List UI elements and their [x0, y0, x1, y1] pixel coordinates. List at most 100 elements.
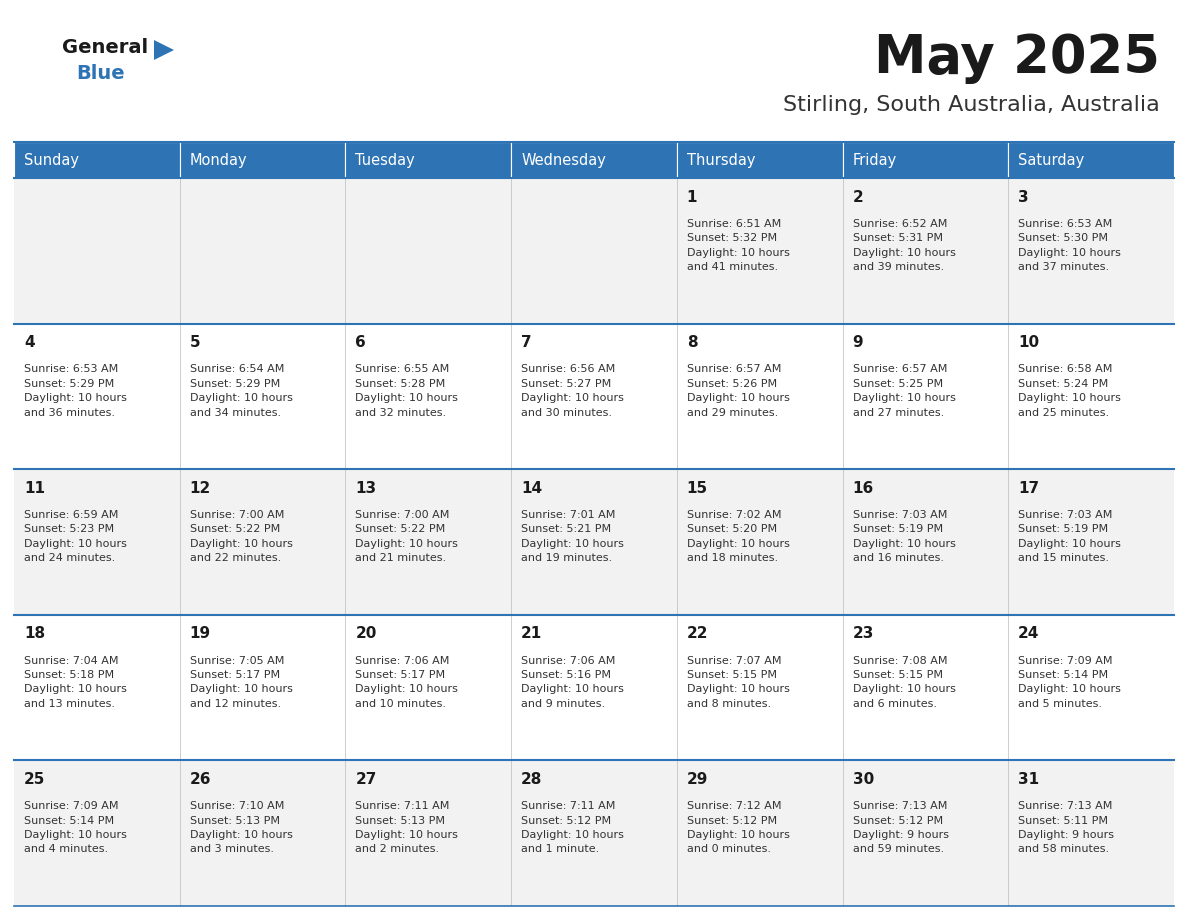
Bar	[14, 142, 179, 178]
Bar	[842, 178, 1009, 324]
Bar	[179, 178, 346, 324]
Bar	[346, 615, 511, 760]
Text: General: General	[62, 38, 148, 57]
Bar	[511, 469, 677, 615]
Text: Sunrise: 7:04 AM
Sunset: 5:18 PM
Daylight: 10 hours
and 13 minutes.: Sunrise: 7:04 AM Sunset: 5:18 PM Dayligh…	[24, 655, 127, 709]
Text: Sunrise: 6:57 AM
Sunset: 5:25 PM
Daylight: 10 hours
and 27 minutes.: Sunrise: 6:57 AM Sunset: 5:25 PM Dayligh…	[853, 364, 955, 418]
Text: Tuesday: Tuesday	[355, 152, 415, 167]
Bar	[677, 760, 842, 906]
Text: 26: 26	[190, 772, 211, 787]
Text: 18: 18	[24, 626, 45, 642]
Text: Sunrise: 6:58 AM
Sunset: 5:24 PM
Daylight: 10 hours
and 25 minutes.: Sunrise: 6:58 AM Sunset: 5:24 PM Dayligh…	[1018, 364, 1121, 418]
Text: Sunrise: 7:03 AM
Sunset: 5:19 PM
Daylight: 10 hours
and 16 minutes.: Sunrise: 7:03 AM Sunset: 5:19 PM Dayligh…	[853, 510, 955, 563]
Bar	[677, 469, 842, 615]
Polygon shape	[154, 40, 173, 60]
Text: 22: 22	[687, 626, 708, 642]
Text: Sunrise: 6:54 AM
Sunset: 5:29 PM
Daylight: 10 hours
and 34 minutes.: Sunrise: 6:54 AM Sunset: 5:29 PM Dayligh…	[190, 364, 292, 418]
Bar	[346, 469, 511, 615]
Bar	[842, 760, 1009, 906]
Bar	[511, 615, 677, 760]
Text: Sunrise: 7:13 AM
Sunset: 5:12 PM
Daylight: 9 hours
and 59 minutes.: Sunrise: 7:13 AM Sunset: 5:12 PM Dayligh…	[853, 801, 948, 855]
Text: Sunrise: 6:53 AM
Sunset: 5:30 PM
Daylight: 10 hours
and 37 minutes.: Sunrise: 6:53 AM Sunset: 5:30 PM Dayligh…	[1018, 218, 1121, 272]
Text: Sunrise: 6:55 AM
Sunset: 5:28 PM
Daylight: 10 hours
and 32 minutes.: Sunrise: 6:55 AM Sunset: 5:28 PM Dayligh…	[355, 364, 459, 418]
Text: 19: 19	[190, 626, 210, 642]
Text: 30: 30	[853, 772, 873, 787]
Text: 2: 2	[853, 190, 864, 205]
Bar	[677, 142, 842, 178]
Text: Sunrise: 7:05 AM
Sunset: 5:17 PM
Daylight: 10 hours
and 12 minutes.: Sunrise: 7:05 AM Sunset: 5:17 PM Dayligh…	[190, 655, 292, 709]
Bar	[842, 142, 1009, 178]
Text: Friday: Friday	[853, 152, 897, 167]
Text: Sunrise: 7:03 AM
Sunset: 5:19 PM
Daylight: 10 hours
and 15 minutes.: Sunrise: 7:03 AM Sunset: 5:19 PM Dayligh…	[1018, 510, 1121, 563]
Bar	[1009, 615, 1174, 760]
Text: 5: 5	[190, 335, 201, 351]
Text: Sunrise: 7:10 AM
Sunset: 5:13 PM
Daylight: 10 hours
and 3 minutes.: Sunrise: 7:10 AM Sunset: 5:13 PM Dayligh…	[190, 801, 292, 855]
Text: 8: 8	[687, 335, 697, 351]
Text: Sunrise: 7:13 AM
Sunset: 5:11 PM
Daylight: 9 hours
and 58 minutes.: Sunrise: 7:13 AM Sunset: 5:11 PM Dayligh…	[1018, 801, 1114, 855]
Text: 16: 16	[853, 481, 873, 496]
Text: 27: 27	[355, 772, 377, 787]
Text: Wednesday: Wednesday	[522, 152, 606, 167]
Bar	[179, 760, 346, 906]
Text: Sunrise: 7:07 AM
Sunset: 5:15 PM
Daylight: 10 hours
and 8 minutes.: Sunrise: 7:07 AM Sunset: 5:15 PM Dayligh…	[687, 655, 790, 709]
Text: Sunday: Sunday	[24, 152, 78, 167]
Text: Sunrise: 6:52 AM
Sunset: 5:31 PM
Daylight: 10 hours
and 39 minutes.: Sunrise: 6:52 AM Sunset: 5:31 PM Dayligh…	[853, 218, 955, 272]
Text: 1: 1	[687, 190, 697, 205]
Bar	[842, 324, 1009, 469]
Text: Sunrise: 7:11 AM
Sunset: 5:12 PM
Daylight: 10 hours
and 1 minute.: Sunrise: 7:11 AM Sunset: 5:12 PM Dayligh…	[522, 801, 624, 855]
Bar	[511, 142, 677, 178]
Text: Sunrise: 7:11 AM
Sunset: 5:13 PM
Daylight: 10 hours
and 2 minutes.: Sunrise: 7:11 AM Sunset: 5:13 PM Dayligh…	[355, 801, 459, 855]
Text: 3: 3	[1018, 190, 1029, 205]
Bar	[179, 142, 346, 178]
Bar	[1009, 760, 1174, 906]
Text: May 2025: May 2025	[874, 32, 1159, 84]
Bar	[14, 469, 179, 615]
Text: 23: 23	[853, 626, 874, 642]
Text: Sunrise: 7:09 AM
Sunset: 5:14 PM
Daylight: 10 hours
and 4 minutes.: Sunrise: 7:09 AM Sunset: 5:14 PM Dayligh…	[24, 801, 127, 855]
Bar	[14, 324, 179, 469]
Bar	[677, 615, 842, 760]
Bar	[1009, 469, 1174, 615]
Text: 12: 12	[190, 481, 211, 496]
Text: 28: 28	[522, 772, 543, 787]
Text: Sunrise: 6:56 AM
Sunset: 5:27 PM
Daylight: 10 hours
and 30 minutes.: Sunrise: 6:56 AM Sunset: 5:27 PM Dayligh…	[522, 364, 624, 418]
Text: Sunrise: 6:59 AM
Sunset: 5:23 PM
Daylight: 10 hours
and 24 minutes.: Sunrise: 6:59 AM Sunset: 5:23 PM Dayligh…	[24, 510, 127, 563]
Text: 4: 4	[24, 335, 34, 351]
Text: 10: 10	[1018, 335, 1040, 351]
Text: 14: 14	[522, 481, 542, 496]
Bar	[1009, 142, 1174, 178]
Text: 17: 17	[1018, 481, 1040, 496]
Text: Sunrise: 6:51 AM
Sunset: 5:32 PM
Daylight: 10 hours
and 41 minutes.: Sunrise: 6:51 AM Sunset: 5:32 PM Dayligh…	[687, 218, 790, 272]
Bar	[346, 324, 511, 469]
Bar	[842, 469, 1009, 615]
Text: Sunrise: 7:02 AM
Sunset: 5:20 PM
Daylight: 10 hours
and 18 minutes.: Sunrise: 7:02 AM Sunset: 5:20 PM Dayligh…	[687, 510, 790, 563]
Text: 29: 29	[687, 772, 708, 787]
Text: Sunrise: 6:53 AM
Sunset: 5:29 PM
Daylight: 10 hours
and 36 minutes.: Sunrise: 6:53 AM Sunset: 5:29 PM Dayligh…	[24, 364, 127, 418]
Text: 9: 9	[853, 335, 864, 351]
Text: Thursday: Thursday	[687, 152, 756, 167]
Bar	[677, 324, 842, 469]
Text: 6: 6	[355, 335, 366, 351]
Text: 13: 13	[355, 481, 377, 496]
Text: Sunrise: 7:01 AM
Sunset: 5:21 PM
Daylight: 10 hours
and 19 minutes.: Sunrise: 7:01 AM Sunset: 5:21 PM Dayligh…	[522, 510, 624, 563]
Text: Sunrise: 7:12 AM
Sunset: 5:12 PM
Daylight: 10 hours
and 0 minutes.: Sunrise: 7:12 AM Sunset: 5:12 PM Dayligh…	[687, 801, 790, 855]
Bar	[346, 178, 511, 324]
Bar	[511, 760, 677, 906]
Bar	[677, 178, 842, 324]
Bar	[1009, 178, 1174, 324]
Bar	[179, 469, 346, 615]
Bar	[346, 142, 511, 178]
Text: 15: 15	[687, 481, 708, 496]
Text: 20: 20	[355, 626, 377, 642]
Bar	[511, 324, 677, 469]
Text: 24: 24	[1018, 626, 1040, 642]
Text: Sunrise: 7:09 AM
Sunset: 5:14 PM
Daylight: 10 hours
and 5 minutes.: Sunrise: 7:09 AM Sunset: 5:14 PM Dayligh…	[1018, 655, 1121, 709]
Text: Blue: Blue	[76, 64, 125, 83]
Bar	[14, 178, 179, 324]
Text: Stirling, South Australia, Australia: Stirling, South Australia, Australia	[783, 95, 1159, 115]
Text: Sunrise: 7:06 AM
Sunset: 5:17 PM
Daylight: 10 hours
and 10 minutes.: Sunrise: 7:06 AM Sunset: 5:17 PM Dayligh…	[355, 655, 459, 709]
Bar	[511, 178, 677, 324]
Text: Saturday: Saturday	[1018, 152, 1085, 167]
Text: Sunrise: 6:57 AM
Sunset: 5:26 PM
Daylight: 10 hours
and 29 minutes.: Sunrise: 6:57 AM Sunset: 5:26 PM Dayligh…	[687, 364, 790, 418]
Bar	[346, 760, 511, 906]
